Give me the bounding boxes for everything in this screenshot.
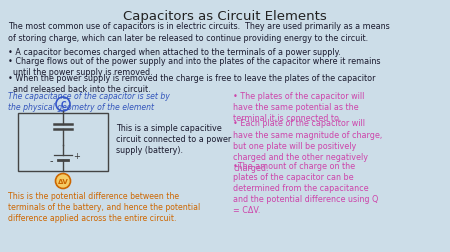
Text: The capacitance of the capacitor is set by
the physical geometry of the element: The capacitance of the capacitor is set …	[8, 92, 170, 112]
Text: Capacitors as Circuit Elements: Capacitors as Circuit Elements	[123, 10, 327, 23]
Text: ΔV: ΔV	[58, 178, 68, 184]
Text: •The amount of charge on the
plates of the capacitor can be
determined from the : •The amount of charge on the plates of t…	[233, 161, 378, 214]
Text: C: C	[60, 100, 66, 109]
Text: • When the power supply is removed the charge is free to leave the plates of the: • When the power supply is removed the c…	[8, 73, 375, 93]
Text: • Charge flows out of the power supply and into the plates of the capacitor wher: • Charge flows out of the power supply a…	[8, 57, 381, 77]
Bar	[18, 114, 108, 171]
Text: • A capacitor becomes charged when attached to the terminals of a power supply.: • A capacitor becomes charged when attac…	[8, 48, 341, 57]
Text: This is the potential difference between the
terminals of the battery, and hence: This is the potential difference between…	[8, 191, 200, 222]
Text: This is a simple capacitive
circuit connected to a power
supply (battery).: This is a simple capacitive circuit conn…	[116, 123, 231, 154]
Text: -: -	[50, 156, 53, 166]
Text: +: +	[73, 151, 80, 160]
Text: • The plates of the capacitor will
have the same potential as the
terminal it is: • The plates of the capacitor will have …	[233, 92, 364, 123]
Text: • Each plate of the capacitor will
have the same magnitude of charge,
but one pl: • Each plate of the capacitor will have …	[233, 119, 382, 172]
Text: The most common use of capacitors is in electric circuits.  They are used primar: The most common use of capacitors is in …	[8, 22, 390, 43]
Circle shape	[55, 174, 71, 189]
